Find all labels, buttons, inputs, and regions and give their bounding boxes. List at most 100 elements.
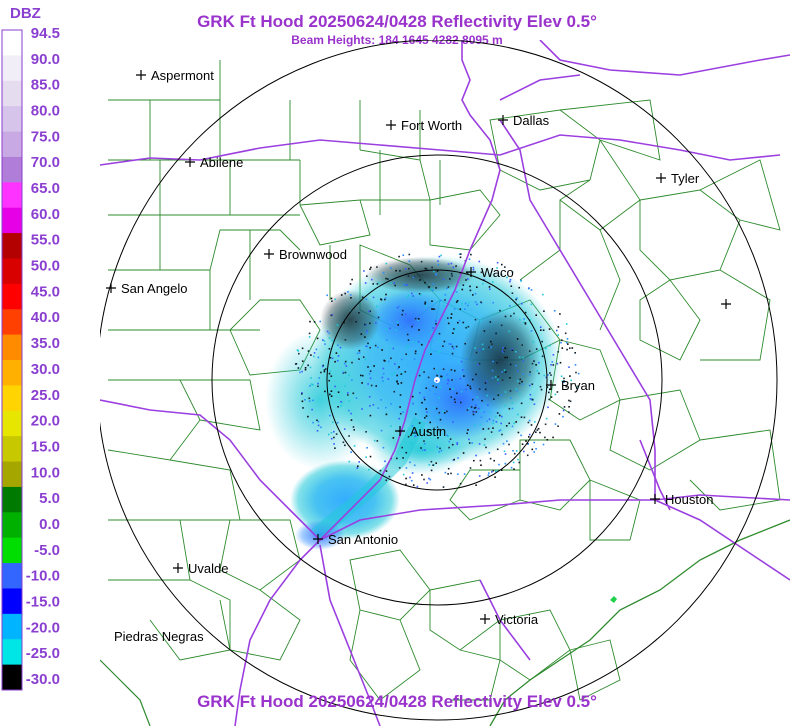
echo-pixel bbox=[491, 377, 494, 379]
echo-pixel bbox=[472, 413, 475, 416]
echo-pixel bbox=[356, 352, 359, 355]
city-label: Piedras Negras bbox=[114, 629, 204, 644]
echo-pixel bbox=[340, 400, 342, 403]
map-footer-title: GRK Ft Hood 20250624/0428 Reflectivity E… bbox=[197, 692, 597, 711]
echo-pixel bbox=[496, 448, 499, 451]
echo-pixel bbox=[483, 444, 486, 446]
echo-pixel bbox=[508, 443, 510, 446]
echo-pixel bbox=[323, 369, 326, 371]
echo-pixel bbox=[561, 380, 564, 383]
echo-pixel bbox=[365, 456, 367, 458]
echo-pixel bbox=[513, 312, 515, 315]
echo-pixel bbox=[519, 318, 521, 321]
dbz-color-segment bbox=[2, 156, 22, 183]
city-label: Dallas bbox=[513, 113, 550, 128]
echo-pixel bbox=[396, 321, 399, 323]
echo-pixel bbox=[313, 352, 316, 354]
echo-pixel bbox=[554, 393, 557, 396]
echo-pixel bbox=[552, 354, 555, 356]
dbz-color-segment bbox=[2, 461, 22, 488]
echo-pixel bbox=[521, 383, 524, 385]
echo-pixel bbox=[369, 322, 371, 325]
echo-pixel bbox=[423, 396, 425, 399]
echo-pixel bbox=[323, 340, 326, 342]
echo-pixel bbox=[347, 392, 349, 394]
echo-pixel bbox=[390, 403, 392, 405]
dbz-color-segment bbox=[2, 30, 22, 56]
echo-pixel bbox=[449, 438, 452, 440]
dbz-color-segment bbox=[2, 258, 22, 285]
echo-pixel bbox=[333, 436, 335, 439]
echo-pixel bbox=[511, 402, 514, 404]
echo-pixel bbox=[551, 361, 554, 363]
echo-pixel bbox=[550, 374, 552, 376]
plus-marker-icon bbox=[106, 283, 116, 293]
echo-pixel bbox=[484, 382, 487, 384]
echo-pixel bbox=[369, 310, 371, 313]
echo-pixel bbox=[330, 390, 333, 392]
echo-pixel bbox=[452, 387, 454, 390]
echo-pixel bbox=[439, 447, 441, 450]
echo-pixel bbox=[401, 313, 403, 316]
echo-pixel bbox=[337, 391, 340, 393]
echo-pixel bbox=[471, 378, 474, 381]
echo-pixel bbox=[363, 270, 365, 272]
echo-pixel bbox=[443, 377, 445, 379]
echo-pixel bbox=[528, 433, 531, 436]
echo-pixel bbox=[462, 284, 465, 286]
echo-pixel bbox=[313, 321, 316, 323]
echo-pixel bbox=[371, 278, 373, 281]
echo-pixel bbox=[549, 372, 551, 374]
echo-pixel bbox=[479, 319, 482, 322]
echo-pixel bbox=[498, 430, 501, 432]
echo-pixel bbox=[521, 302, 523, 305]
map-subtitle: Beam Heights: 184 1645 4282 8095 m bbox=[291, 33, 502, 47]
echo-pixel bbox=[494, 376, 497, 378]
echo-pixel bbox=[489, 274, 491, 277]
echo-pixel bbox=[427, 286, 430, 289]
echo-pixel bbox=[425, 415, 428, 417]
echo-pixel bbox=[428, 464, 431, 466]
echo-pixel bbox=[467, 304, 469, 307]
echo-pixel bbox=[421, 449, 424, 451]
echo-pixel bbox=[436, 446, 439, 448]
echo-pixel bbox=[488, 346, 490, 349]
echo-pixel bbox=[301, 393, 303, 395]
echo-pixel bbox=[501, 433, 503, 436]
echo-pixel bbox=[435, 274, 437, 276]
dbz-scale-label: 65.0 bbox=[31, 180, 60, 197]
echo-pixel bbox=[505, 425, 508, 427]
echo-pixel bbox=[576, 386, 578, 389]
echo-pixel bbox=[355, 397, 358, 399]
dbz-color-segment bbox=[2, 613, 22, 640]
echo-pixel bbox=[323, 370, 326, 373]
echo-pixel bbox=[431, 300, 433, 302]
echo-pixel bbox=[476, 396, 478, 399]
echo-pixel bbox=[577, 372, 580, 375]
echo-pixel bbox=[504, 266, 506, 268]
echo-pixel bbox=[455, 378, 457, 381]
echo-pixel bbox=[345, 365, 348, 367]
echo-pixel bbox=[508, 330, 511, 333]
city-label: San Angelo bbox=[121, 281, 188, 296]
dbz-scale-label: -5.0 bbox=[34, 542, 60, 559]
echo-pixel bbox=[403, 283, 405, 286]
echo-pixel bbox=[380, 298, 383, 301]
echo-pixel bbox=[317, 382, 319, 385]
echo-pixel bbox=[529, 398, 532, 400]
echo-pixel bbox=[442, 368, 445, 370]
echo-pixel bbox=[522, 360, 525, 362]
dbz-color-scale bbox=[1, 29, 23, 691]
echo-pixel bbox=[478, 443, 481, 445]
echo-pixel bbox=[304, 368, 307, 371]
echo-pixel bbox=[414, 316, 416, 319]
echo-pixel bbox=[365, 298, 368, 301]
echo-pixel bbox=[320, 426, 322, 429]
echo-pixel bbox=[437, 416, 439, 418]
echo-pixel bbox=[329, 414, 331, 417]
echo-pixel bbox=[571, 347, 574, 349]
echo-pixel bbox=[516, 389, 518, 392]
city-label: Bryan bbox=[561, 378, 595, 393]
echo-pixel bbox=[429, 478, 432, 481]
echo-pixel bbox=[437, 260, 439, 262]
